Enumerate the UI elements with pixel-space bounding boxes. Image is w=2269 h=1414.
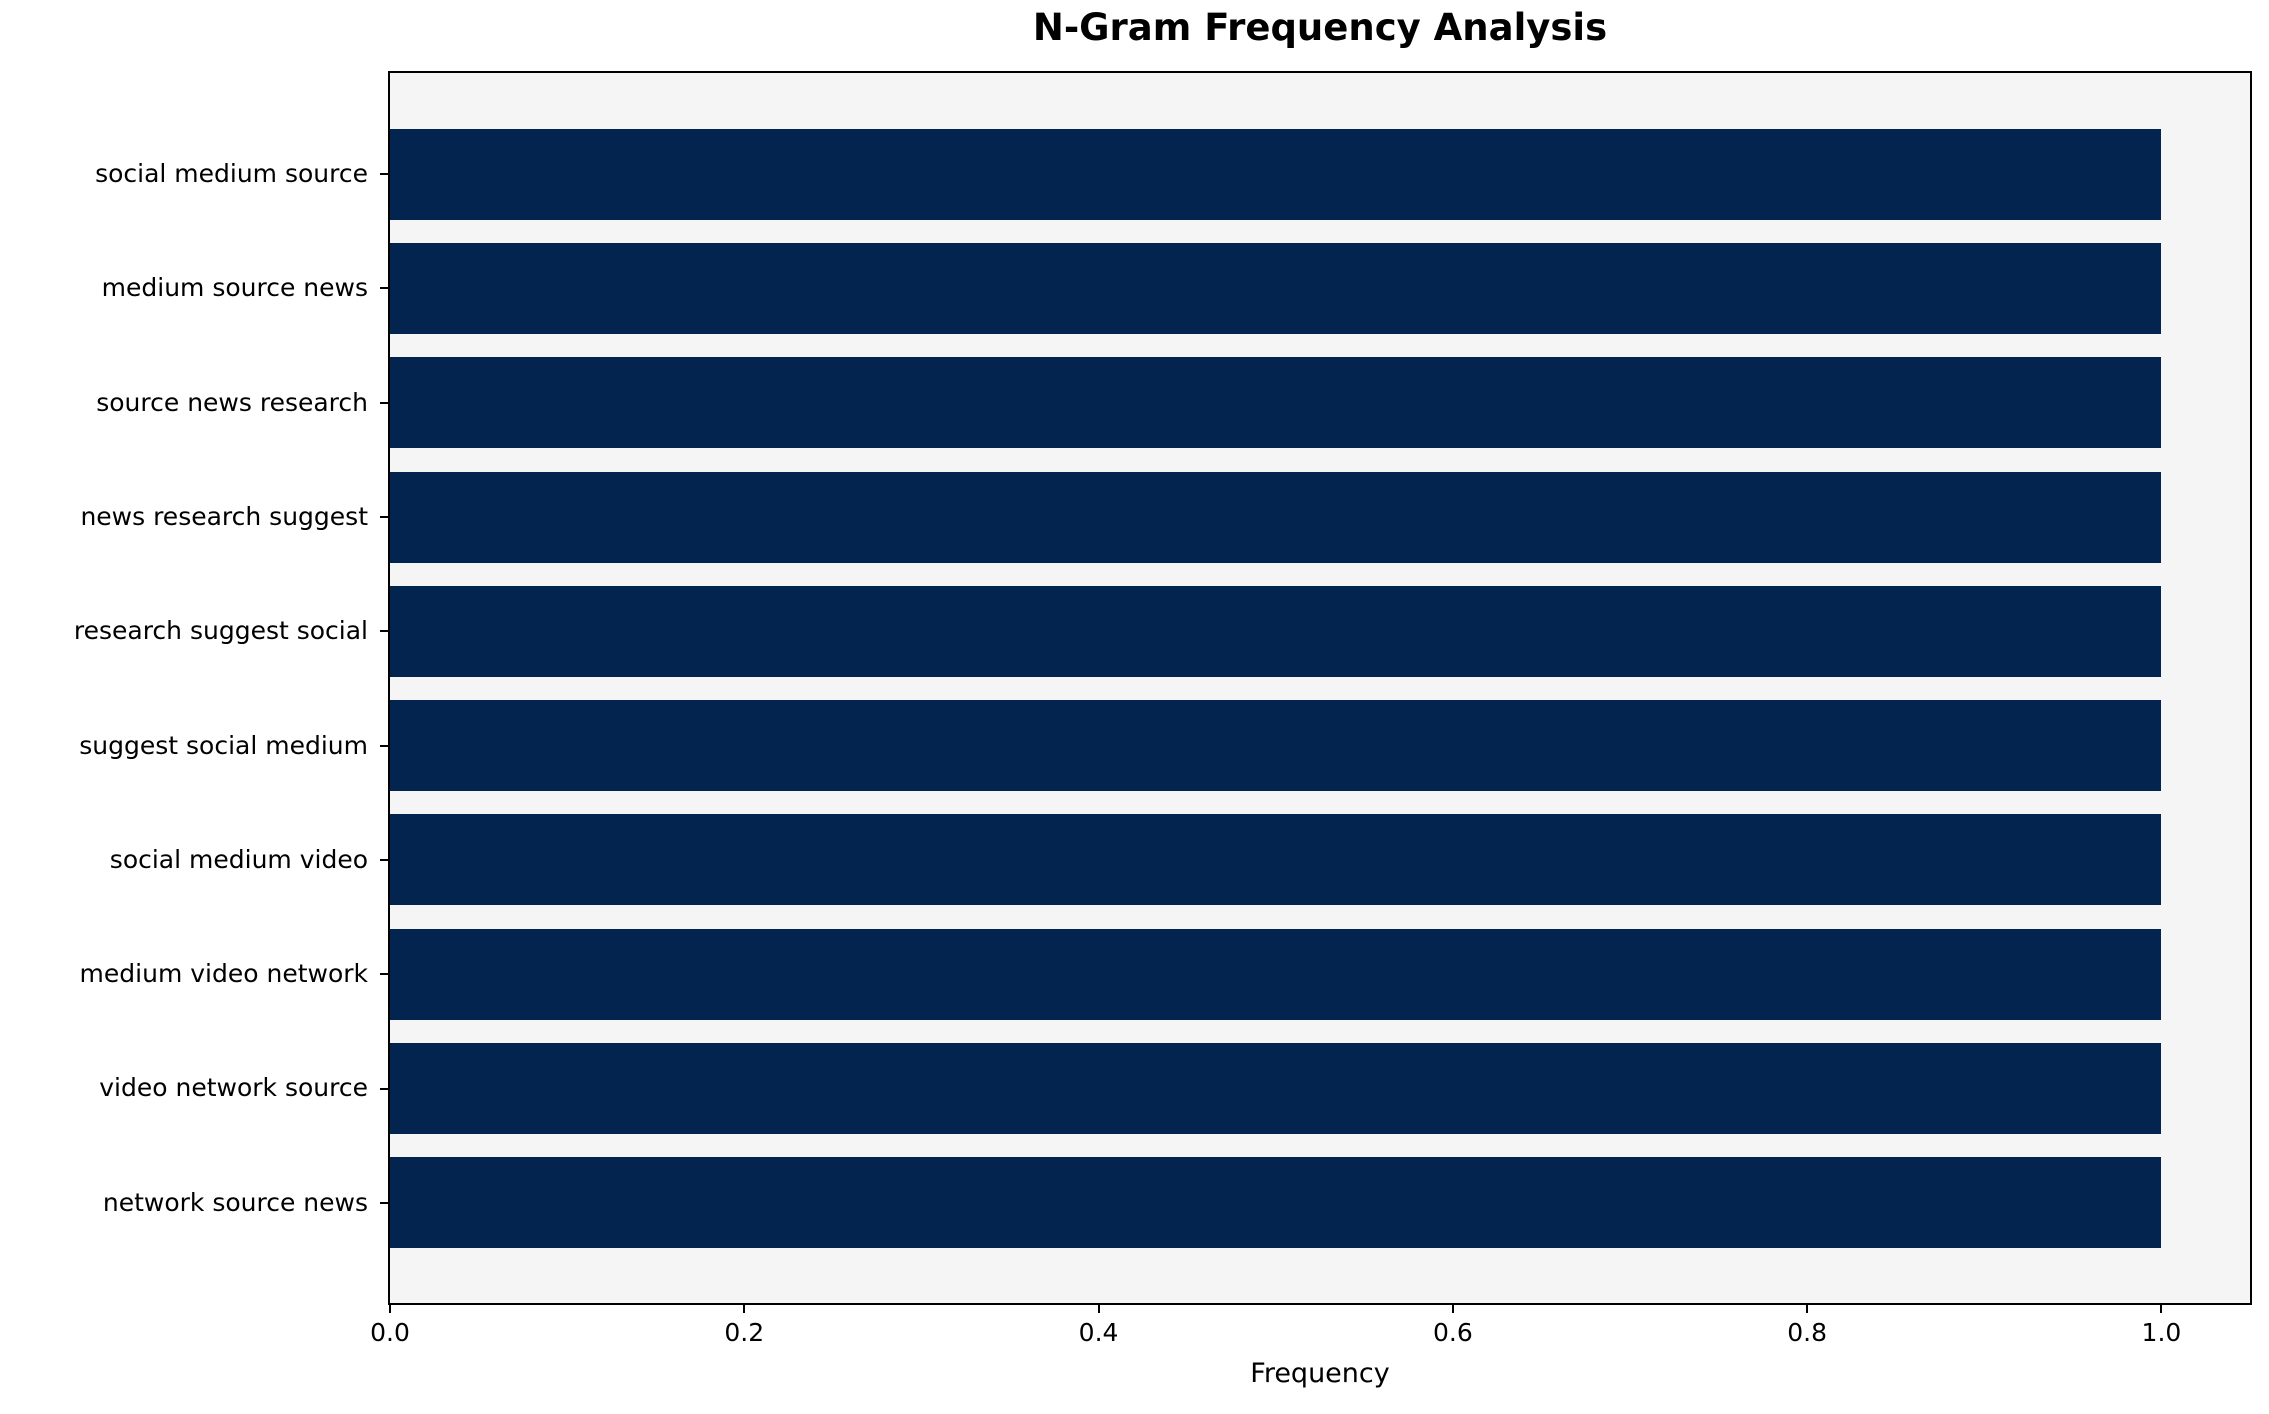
- x-tick-mark: [743, 1305, 746, 1313]
- x-tick-label: 0.6: [1432, 1318, 1473, 1347]
- y-tick-mark: [380, 173, 388, 176]
- plot-area: [388, 71, 2252, 1305]
- y-tick-label: suggest social medium: [79, 730, 368, 760]
- y-tick-label: video network source: [99, 1073, 368, 1103]
- bar: [390, 242, 2162, 334]
- bar: [390, 471, 2162, 563]
- bar: [390, 128, 2162, 220]
- y-tick-label: medium video network: [79, 959, 368, 989]
- x-tick-label: 0.8: [1787, 1318, 1828, 1347]
- x-axis-label: Frequency: [1250, 1358, 1390, 1389]
- y-tick-mark: [380, 744, 388, 747]
- bar: [390, 585, 2162, 677]
- y-tick-label: network source news: [102, 1187, 368, 1217]
- y-tick-label: research suggest social: [73, 616, 368, 646]
- x-tick-label: 1.0: [2141, 1318, 2182, 1347]
- x-tick-label: 0.4: [1078, 1318, 1119, 1347]
- y-tick-mark: [380, 630, 388, 633]
- y-tick-mark: [380, 858, 388, 861]
- y-tick-label: medium source news: [101, 273, 368, 303]
- x-tick-label: 0.0: [370, 1318, 410, 1347]
- y-tick-label: news research suggest: [80, 501, 368, 531]
- x-tick-mark: [1451, 1305, 1454, 1313]
- bar: [390, 1043, 2162, 1135]
- x-tick-mark: [2160, 1305, 2163, 1313]
- y-tick-label: social medium video: [109, 844, 368, 874]
- y-tick-mark: [380, 401, 388, 404]
- bar: [390, 357, 2162, 449]
- x-tick-mark: [1806, 1305, 1809, 1313]
- y-tick-label: social medium source: [95, 159, 368, 188]
- chart-title: N-Gram Frequency Analysis: [1032, 6, 1608, 49]
- y-tick-mark: [380, 973, 388, 976]
- x-tick-mark: [389, 1305, 391, 1313]
- x-tick-mark: [1097, 1305, 1100, 1313]
- bar: [390, 928, 2162, 1020]
- bar: [390, 700, 2162, 792]
- bar: [390, 814, 2162, 906]
- x-tick-label: 0.2: [724, 1318, 765, 1347]
- y-tick-mark: [380, 516, 388, 519]
- bar: [390, 1157, 2162, 1249]
- y-tick-mark: [380, 1201, 388, 1204]
- y-tick-mark: [380, 1087, 388, 1090]
- y-tick-label: source news research: [96, 387, 368, 417]
- y-tick-mark: [380, 287, 388, 290]
